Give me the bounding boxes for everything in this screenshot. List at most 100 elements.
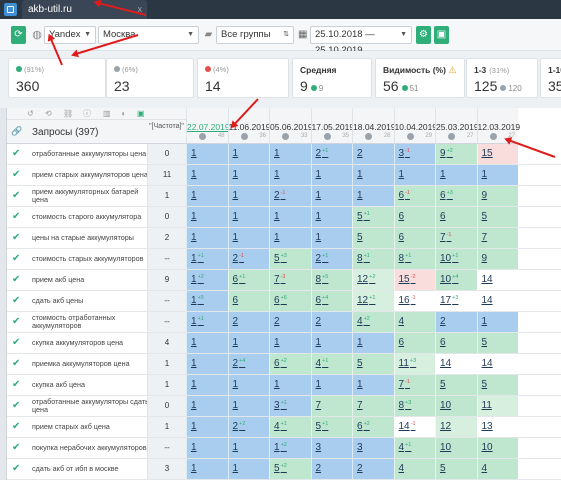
position-cell[interactable]: 6+1 bbox=[227, 270, 269, 290]
position-cell[interactable]: 8+1 bbox=[352, 249, 394, 269]
position-value[interactable]: 1 bbox=[233, 463, 239, 474]
position-cell[interactable]: 1 bbox=[227, 459, 269, 479]
position-value[interactable]: 7 bbox=[482, 232, 488, 243]
date-label[interactable]: 17.05.2019 bbox=[311, 122, 355, 132]
position-value[interactable]: 1 bbox=[316, 379, 322, 390]
query-keyword[interactable]: стоимость отработанных аккумуляторов bbox=[32, 312, 149, 332]
position-value[interactable]: 1 bbox=[191, 400, 197, 411]
position-value[interactable]: 7 bbox=[357, 400, 363, 411]
position-cell[interactable]: 5+1 bbox=[352, 207, 394, 227]
groups-select[interactable]: Все группы ⇅ bbox=[216, 26, 294, 44]
date-label[interactable]: 18.04.2019 bbox=[353, 122, 396, 132]
position-value[interactable]: 1 bbox=[191, 337, 197, 348]
position-cell[interactable]: 7-1 bbox=[393, 375, 435, 395]
position-value[interactable]: 2 bbox=[316, 316, 322, 327]
position-cell[interactable]: 2 bbox=[227, 312, 269, 332]
position-cell[interactable]: 1 bbox=[269, 228, 311, 248]
position-value[interactable]: 1 bbox=[233, 211, 239, 222]
position-value[interactable]: 13 bbox=[482, 421, 493, 432]
position-cell[interactable]: 6 bbox=[393, 228, 435, 248]
position-cell[interactable]: 1 bbox=[186, 333, 228, 353]
position-cell[interactable]: 5 bbox=[435, 375, 477, 395]
position-value[interactable]: 12+2 bbox=[357, 274, 375, 285]
position-cell[interactable]: 6 bbox=[227, 291, 269, 311]
position-cell[interactable]: 1 bbox=[186, 228, 228, 248]
position-cell[interactable]: 11 bbox=[476, 396, 518, 416]
position-cell[interactable]: 1+2 bbox=[269, 438, 311, 458]
position-cell[interactable]: 3+1 bbox=[269, 396, 311, 416]
position-cell[interactable]: 10 bbox=[435, 396, 477, 416]
position-cell[interactable]: 2 bbox=[310, 459, 352, 479]
position-value[interactable]: 4+2 bbox=[357, 316, 370, 327]
position-value[interactable]: 6+6 bbox=[274, 295, 287, 306]
position-cell[interactable]: 1+5 bbox=[186, 291, 228, 311]
position-cell[interactable]: 6 bbox=[435, 333, 477, 353]
position-value[interactable]: 1 bbox=[191, 421, 197, 432]
position-value[interactable]: 1 bbox=[482, 316, 488, 327]
position-cell[interactable]: 5 bbox=[435, 459, 477, 479]
position-value[interactable]: 10 bbox=[440, 442, 451, 453]
query-keyword[interactable]: скупка акб цена bbox=[32, 375, 149, 395]
position-cell[interactable]: 1 bbox=[186, 144, 228, 164]
query-keyword[interactable]: стоимость старых аккумуляторов bbox=[32, 249, 149, 269]
query-keyword[interactable]: прием старых аккумуляторов цена bbox=[32, 165, 149, 185]
position-value[interactable]: 5 bbox=[440, 379, 446, 390]
settings-button[interactable]: ⚙ bbox=[416, 26, 431, 44]
query-keyword[interactable]: отработанные аккумуляторы сдать цена bbox=[32, 396, 149, 416]
position-value[interactable]: 14-1 bbox=[399, 421, 416, 432]
check-icon[interactable]: ✔ bbox=[12, 232, 21, 243]
query-keyword[interactable]: сдать акб от ибп в москве bbox=[32, 459, 149, 479]
position-value[interactable]: 5 bbox=[482, 211, 488, 222]
position-cell[interactable]: 2 bbox=[352, 459, 394, 479]
position-cell[interactable]: 1 bbox=[352, 375, 394, 395]
save-button[interactable]: ▣ bbox=[434, 26, 449, 44]
position-value[interactable]: 2-1 bbox=[233, 253, 244, 264]
query-keyword[interactable]: приемка аккумуляторов цена bbox=[32, 354, 149, 374]
position-cell[interactable]: 1 bbox=[310, 186, 352, 206]
position-cell[interactable]: 8+5 bbox=[310, 270, 352, 290]
link-icon[interactable]: ↺ bbox=[27, 109, 34, 118]
position-value[interactable]: 4+1 bbox=[316, 358, 329, 369]
date-column-header[interactable]: 10.04.2019 29 bbox=[393, 108, 437, 144]
position-cell[interactable]: 4 bbox=[393, 459, 435, 479]
refresh-small-icon[interactable]: ⟲ bbox=[45, 109, 52, 118]
position-cell[interactable]: 5 bbox=[352, 228, 394, 248]
position-value[interactable]: 1 bbox=[233, 442, 239, 453]
position-cell[interactable]: 1+1 bbox=[186, 312, 228, 332]
position-value[interactable]: 8+1 bbox=[357, 253, 370, 264]
position-cell[interactable]: 5 bbox=[476, 333, 518, 353]
position-cell[interactable]: 1 bbox=[186, 165, 228, 185]
position-cell[interactable]: 5+3 bbox=[269, 249, 311, 269]
position-value[interactable]: 1 bbox=[482, 169, 488, 180]
position-cell[interactable]: 2 bbox=[310, 312, 352, 332]
check-icon[interactable]: ✔ bbox=[12, 316, 21, 327]
position-value[interactable]: 6 bbox=[399, 232, 405, 243]
position-value[interactable]: 1 bbox=[316, 190, 322, 201]
position-value[interactable]: 1 bbox=[191, 169, 197, 180]
position-value[interactable]: 1 bbox=[357, 169, 363, 180]
position-cell[interactable]: 1 bbox=[227, 228, 269, 248]
check-icon[interactable]: ✔ bbox=[12, 421, 21, 432]
position-cell[interactable]: 14 bbox=[476, 291, 518, 311]
position-value[interactable]: 1 bbox=[191, 148, 197, 159]
position-value[interactable]: 5+3 bbox=[274, 253, 287, 264]
check-icon[interactable]: ✔ bbox=[12, 400, 21, 411]
position-cell[interactable]: 2+1 bbox=[310, 144, 352, 164]
position-value[interactable]: 5+1 bbox=[357, 211, 370, 222]
position-cell[interactable]: 1 bbox=[186, 417, 228, 437]
check-icon[interactable]: ✔ bbox=[12, 337, 21, 348]
position-cell[interactable]: 15 bbox=[476, 144, 518, 164]
position-cell[interactable]: 4 bbox=[476, 459, 518, 479]
position-value[interactable]: 1 bbox=[233, 400, 239, 411]
position-value[interactable]: 5 bbox=[357, 358, 363, 369]
position-cell[interactable]: 4+1 bbox=[393, 438, 435, 458]
side-panel-strip[interactable] bbox=[0, 108, 7, 480]
position-value[interactable]: 10 bbox=[440, 400, 451, 411]
position-value[interactable]: 1+1 bbox=[191, 253, 204, 264]
position-cell[interactable]: 1 bbox=[227, 144, 269, 164]
position-cell[interactable]: 1 bbox=[227, 438, 269, 458]
position-value[interactable]: 4 bbox=[399, 463, 405, 474]
position-cell[interactable]: 1 bbox=[352, 165, 394, 185]
position-cell[interactable]: 1 bbox=[186, 354, 228, 374]
